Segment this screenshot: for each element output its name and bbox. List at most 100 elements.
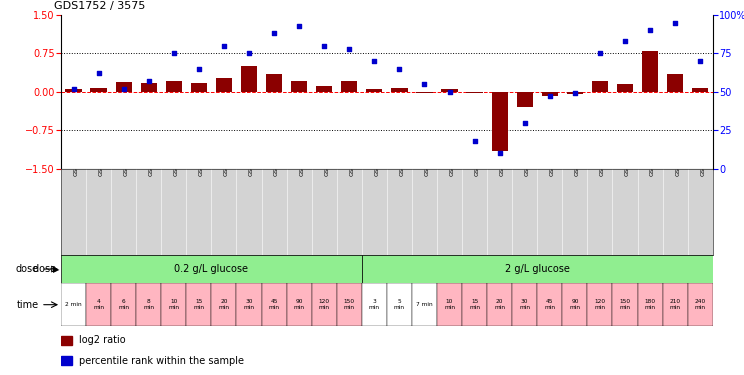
Point xyxy=(368,58,380,64)
Bar xyxy=(61,255,362,283)
Bar xyxy=(417,92,432,93)
Bar xyxy=(166,81,182,92)
Point xyxy=(218,43,230,49)
Bar xyxy=(542,92,558,96)
Bar xyxy=(316,86,333,92)
Text: GSM95005: GSM95005 xyxy=(99,142,103,176)
Text: 15
min: 15 min xyxy=(193,300,205,310)
Point xyxy=(644,27,656,33)
Text: GDS1752 / 3575: GDS1752 / 3575 xyxy=(54,1,145,11)
Bar xyxy=(186,283,211,326)
Text: GSM94996: GSM94996 xyxy=(600,142,605,176)
Bar xyxy=(391,88,408,92)
Point xyxy=(168,51,180,57)
Bar xyxy=(441,89,458,92)
Bar xyxy=(262,283,286,326)
Text: 120
min: 120 min xyxy=(594,300,606,310)
Bar xyxy=(466,92,483,93)
Text: 2 min: 2 min xyxy=(65,302,82,307)
Text: 45
min: 45 min xyxy=(545,300,555,310)
Bar xyxy=(667,74,683,92)
Bar xyxy=(91,88,106,92)
Point xyxy=(569,90,581,96)
Text: GSM95011: GSM95011 xyxy=(199,142,204,176)
Text: 7 min: 7 min xyxy=(416,302,433,307)
Text: GSM94992: GSM94992 xyxy=(525,141,530,176)
Bar xyxy=(462,283,487,326)
Point xyxy=(619,38,631,44)
Point xyxy=(118,86,129,92)
Text: 10
min: 10 min xyxy=(444,300,455,310)
Text: GSM94998: GSM94998 xyxy=(625,142,630,176)
Bar xyxy=(663,283,687,326)
Point xyxy=(419,81,431,87)
Text: 180
min: 180 min xyxy=(644,300,655,310)
Bar xyxy=(241,66,257,92)
Text: GSM94995: GSM94995 xyxy=(374,142,379,176)
Text: GSM94990: GSM94990 xyxy=(700,142,705,176)
Point xyxy=(343,46,355,52)
Text: time: time xyxy=(16,300,39,310)
Bar xyxy=(366,89,382,92)
Point xyxy=(293,23,305,29)
Text: GSM95013: GSM95013 xyxy=(249,142,254,176)
Bar xyxy=(61,336,72,345)
Bar xyxy=(266,74,282,92)
Text: GSM95000: GSM95000 xyxy=(650,142,655,176)
Point xyxy=(469,138,481,144)
Bar xyxy=(487,283,512,326)
Bar xyxy=(362,283,387,326)
Text: log2 ratio: log2 ratio xyxy=(79,335,126,345)
Bar xyxy=(111,283,136,326)
Point xyxy=(394,66,405,72)
Bar xyxy=(387,283,412,326)
Bar xyxy=(312,283,337,326)
Text: ▶: ▶ xyxy=(53,265,60,274)
Bar xyxy=(512,283,537,326)
Text: 2 g/L glucose: 2 g/L glucose xyxy=(505,264,570,274)
Bar xyxy=(211,283,237,326)
Text: 0.2 g/L glucose: 0.2 g/L glucose xyxy=(174,264,248,274)
Text: 240
min: 240 min xyxy=(695,300,706,310)
Bar xyxy=(286,283,312,326)
Text: GSM95004: GSM95004 xyxy=(299,142,304,176)
Point xyxy=(594,51,606,57)
Text: 90
min: 90 min xyxy=(569,300,580,310)
Point xyxy=(93,70,105,76)
Text: 8
min: 8 min xyxy=(144,300,154,310)
Bar xyxy=(437,283,462,326)
Point xyxy=(519,120,530,126)
Text: GSM94997: GSM94997 xyxy=(400,141,405,176)
Text: 6
min: 6 min xyxy=(118,300,129,310)
Text: GSM94999: GSM94999 xyxy=(425,141,429,176)
Bar xyxy=(362,255,713,283)
Bar xyxy=(216,78,232,92)
Text: GSM95012: GSM95012 xyxy=(224,142,229,176)
Bar xyxy=(115,82,132,92)
Text: 45
min: 45 min xyxy=(269,300,280,310)
Bar xyxy=(61,357,72,365)
Bar xyxy=(612,283,638,326)
Point xyxy=(143,78,155,84)
Bar xyxy=(61,283,86,326)
Text: GSM95010: GSM95010 xyxy=(174,142,179,176)
Bar xyxy=(161,283,186,326)
Text: GSM95006: GSM95006 xyxy=(324,142,329,176)
Text: GSM94989: GSM94989 xyxy=(475,142,480,176)
Bar xyxy=(642,51,658,92)
Point xyxy=(544,93,556,99)
Text: 20
min: 20 min xyxy=(219,300,229,310)
Bar xyxy=(562,283,588,326)
Text: 3
min: 3 min xyxy=(369,300,380,310)
Point xyxy=(193,66,205,72)
Bar xyxy=(492,92,508,151)
Text: percentile rank within the sample: percentile rank within the sample xyxy=(79,356,244,366)
Text: GSM94988: GSM94988 xyxy=(449,142,455,176)
Bar xyxy=(692,88,708,92)
Point xyxy=(243,51,255,57)
Point xyxy=(268,30,280,36)
Text: 30
min: 30 min xyxy=(519,300,530,310)
Bar xyxy=(537,283,562,326)
Text: GSM95009: GSM95009 xyxy=(149,142,154,176)
Point xyxy=(669,20,681,26)
